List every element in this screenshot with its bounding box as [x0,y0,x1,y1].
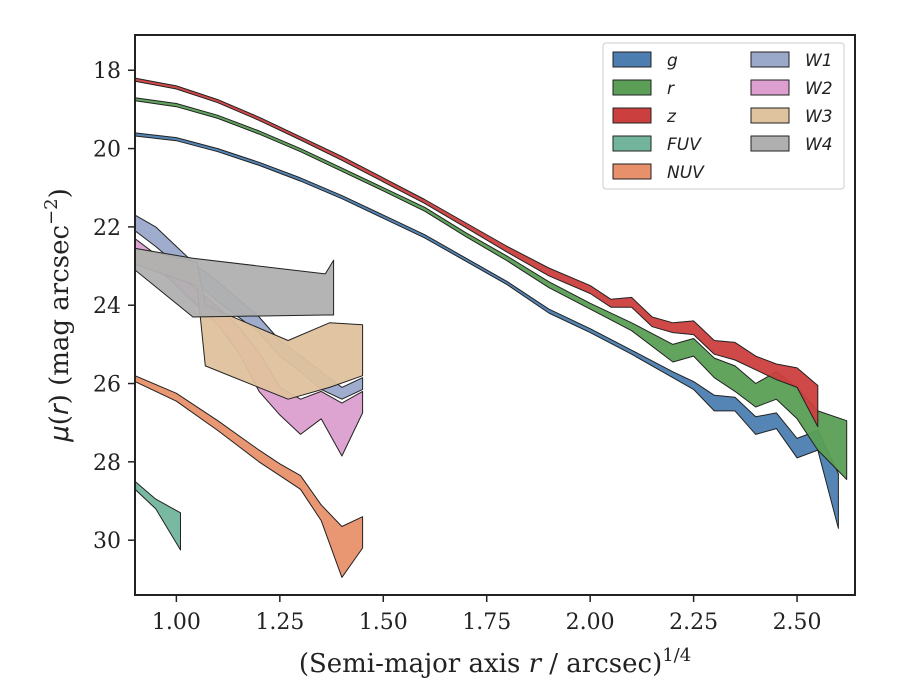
legend-label: z [666,107,677,127]
legend-label: W3 [805,107,833,127]
series-band-z [135,77,819,428]
legend-swatch [750,51,790,68]
x-axis-ticks: 1.00 1.25 1.50 1.75 2.00 2.25 2.50 [152,595,822,635]
x-tick-label: 1.25 [255,610,304,635]
legend-label: W1 [805,51,833,71]
x-tick-label: 1.75 [462,610,511,635]
x-tick-label: 2.50 [773,610,822,635]
legend-swatch [612,163,652,180]
legend-swatch [750,135,790,152]
y-tick-label: 24 [93,294,121,319]
legend-swatch [612,79,652,96]
legend-swatch [612,135,652,152]
legend-label: W4 [805,135,833,155]
y-tick-label: 28 [93,451,121,476]
series-band-g [135,132,839,529]
y-tick-label: 18 [93,59,121,84]
y-tick-label: 26 [93,373,121,398]
legend-swatch [750,107,790,124]
legend-label: r [667,79,675,99]
legend-label: W2 [805,79,833,99]
y-tick-label: 20 [93,138,121,163]
plot-frame [134,34,856,596]
x-tick-label: 1.50 [359,610,408,635]
series-band-r [135,97,848,480]
legend-swatch [750,79,790,96]
legend-label: g [667,51,678,71]
y-tick-label: 22 [93,216,121,241]
series-band-fuv [135,480,181,551]
series-layer [135,77,848,578]
legend-swatch [612,107,652,124]
legend-label: FUV [667,135,702,155]
x-axis-label: (Semi-major axis r / arcsec)1/4 [299,645,691,679]
legend: grz FUV NUV W1 W2 W3 W4 [602,42,845,190]
legend-label: NUV [667,163,705,183]
y-tick-label: 30 [93,529,121,554]
y-axis-label: μ(r) (mag arcsec−2) [41,188,75,443]
legend-swatch [612,51,652,68]
x-tick-label: 2.00 [566,610,615,635]
x-tick-label: 1.00 [152,610,201,635]
series-band-w4 [135,247,335,318]
series-band-nuv [135,375,364,578]
y-axis-ticks: 18 20 22 24 26 28 30 [93,59,135,554]
x-tick-label: 2.25 [669,610,718,635]
